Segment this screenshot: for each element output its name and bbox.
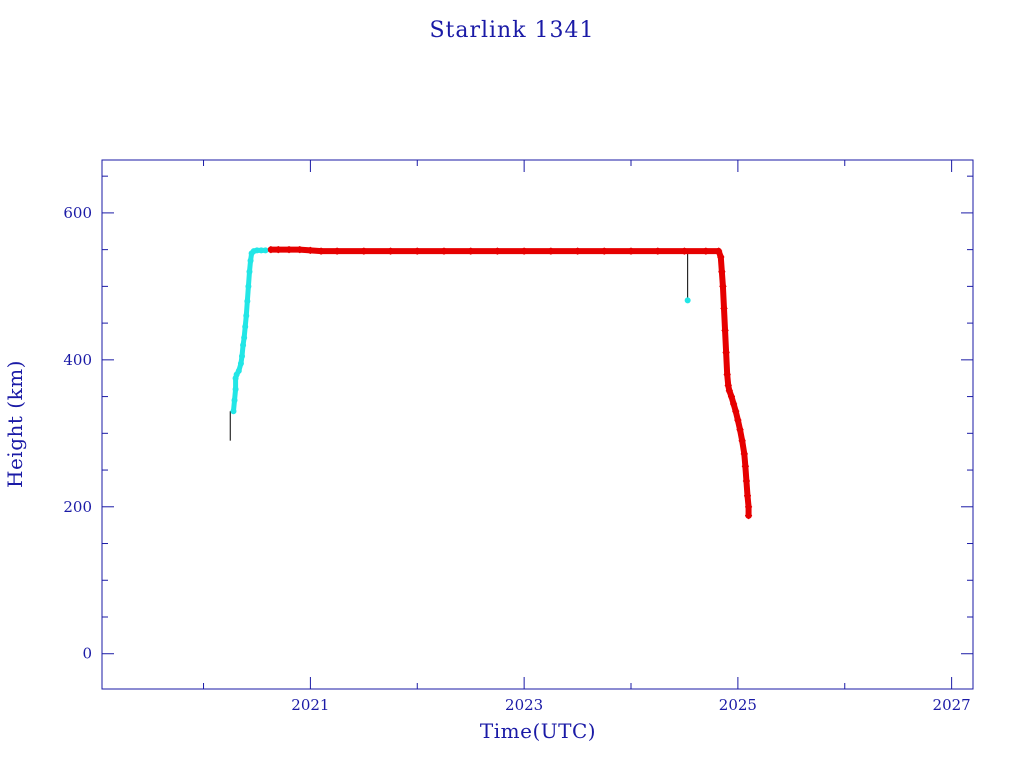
data-points (230, 246, 753, 520)
x-tick-label: 2023 (505, 696, 543, 714)
cyan-point (684, 297, 691, 304)
red-track-segment (719, 283, 727, 312)
y-tick-label: 200 (63, 498, 92, 516)
plot-frame (101, 159, 974, 690)
y-tick-label: 400 (63, 351, 92, 369)
x-tick-label: 2027 (933, 696, 971, 714)
x-tick-label: 2025 (719, 696, 757, 714)
red-track-segment (722, 327, 730, 356)
red-track-segment (720, 305, 729, 334)
red-track-segment (723, 349, 731, 378)
axis-tick-labels: 2021 2023 2025 2027 0 200 400 600 (63, 204, 970, 714)
y-tick-label: 600 (63, 204, 92, 222)
x-axis-label: Time(UTC) (480, 719, 596, 743)
y-axis-label: Height (km) (3, 360, 27, 488)
connector-lines (229, 251, 689, 441)
chart-title: Starlink 1341 (429, 18, 594, 43)
x-tick-label: 2021 (291, 696, 329, 714)
axis-ticks (102, 160, 973, 689)
y-tick-label: 0 (82, 645, 92, 663)
